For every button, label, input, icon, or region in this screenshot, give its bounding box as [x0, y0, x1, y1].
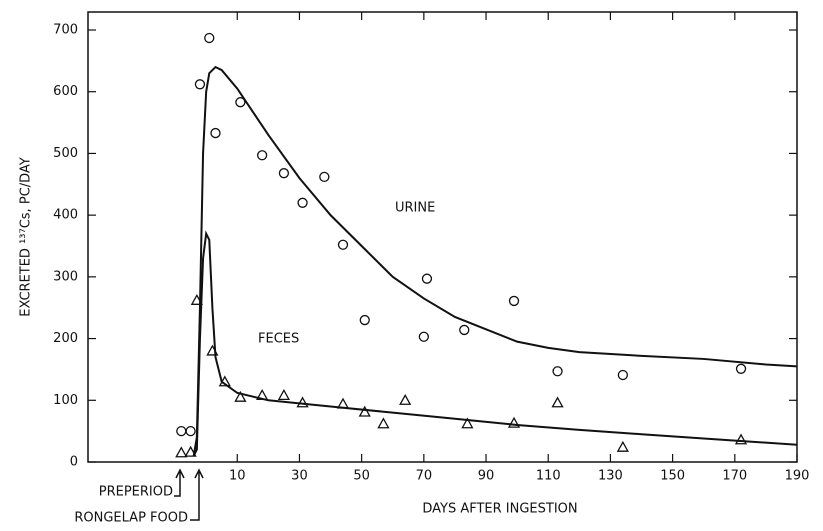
point [359, 314, 370, 326]
point [256, 389, 269, 400]
point [616, 440, 629, 452]
x-tick-label: 70 [416, 469, 433, 484]
x-tick-label: 50 [353, 469, 370, 484]
point [204, 32, 215, 44]
fit-curve [192, 65, 798, 456]
x-tick-label: 30 [291, 469, 308, 484]
point [617, 369, 629, 381]
point [218, 375, 231, 387]
point [210, 127, 221, 139]
x-tick-label: 90 [478, 469, 495, 484]
arrow [174, 468, 185, 497]
point [175, 446, 188, 458]
y-tick-label: 100 [53, 393, 78, 408]
point [176, 425, 187, 437]
point [184, 445, 197, 457]
y-tick-label: 0 [70, 455, 78, 470]
point [735, 363, 747, 374]
point [459, 324, 470, 336]
point [297, 197, 308, 208]
y-tick-label: 400 [53, 208, 78, 223]
y-tick-label: 700 [53, 23, 78, 38]
point [551, 396, 564, 408]
point [234, 390, 247, 402]
fit-curve [192, 230, 798, 457]
y-tick-label: 300 [53, 269, 78, 284]
x-tick-label: 110 [536, 469, 561, 484]
point [337, 239, 349, 250]
x-tick-label: 130 [598, 469, 623, 484]
point [508, 295, 520, 307]
point [190, 293, 203, 305]
point [461, 417, 474, 429]
point [399, 393, 412, 405]
x-tick-label: 10 [229, 469, 246, 484]
point [552, 366, 563, 377]
y-tick-label: 500 [53, 146, 78, 161]
point [418, 331, 429, 342]
point [336, 397, 350, 409]
point [358, 405, 371, 417]
point [507, 416, 521, 428]
x-tick-label: 150 [660, 469, 685, 484]
point [235, 97, 246, 108]
point [296, 396, 309, 408]
y-axis-label: EXCRETED ¹³⁷Cs, PC/DAY [19, 157, 34, 317]
arrow [190, 468, 204, 521]
series-label: FECES [258, 332, 299, 347]
y-tick-label: 600 [53, 84, 78, 99]
x-tick-label: 170 [722, 469, 747, 484]
point [206, 344, 219, 356]
x-axis-label: DAYS AFTER INGESTION [422, 502, 577, 517]
point [377, 417, 390, 429]
annotation: RONGELAP FOOD [74, 511, 188, 526]
point [277, 389, 291, 400]
point [185, 425, 196, 437]
point [734, 433, 748, 445]
point [256, 150, 268, 161]
series-label: URINE [395, 201, 435, 216]
annotation: PREPERIOD [99, 485, 173, 500]
point [194, 79, 206, 90]
point [278, 168, 290, 179]
x-tick-label: 190 [785, 469, 810, 484]
point [319, 171, 330, 183]
plot-frame [87, 11, 798, 463]
point [421, 273, 433, 284]
y-tick-label: 200 [53, 331, 78, 346]
